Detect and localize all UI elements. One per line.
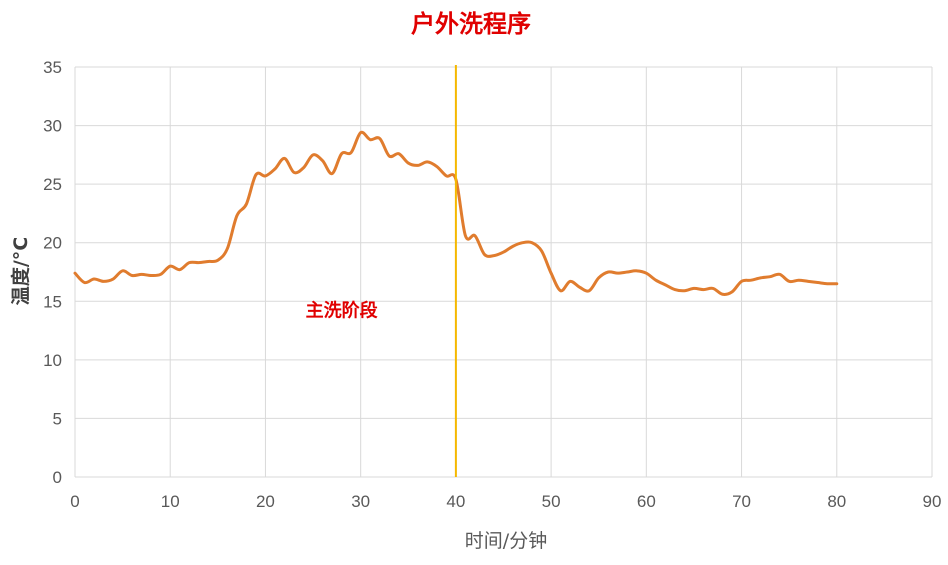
y-tick-label: 15 [43,292,62,311]
x-tick-label: 30 [351,492,370,511]
y-axis-ticks: 0 5 10 15 20 25 30 35 [43,58,62,487]
y-tick-label: 0 [53,468,62,487]
phase-annotation-label: 主洗阶段 [306,300,379,322]
y-tick-label: 30 [43,117,62,136]
y-axis-label: 温度/°C [9,237,32,305]
x-tick-label: 70 [732,492,751,511]
x-tick-label: 80 [827,492,846,511]
annotations: 主洗阶段 [306,65,457,477]
chart-title: 户外洗程序 [411,10,531,38]
x-tick-label: 90 [923,492,942,511]
x-axis-label: 时间/分钟 [465,530,547,552]
x-tick-label: 0 [70,492,79,511]
x-tick-label: 40 [446,492,465,511]
x-axis-ticks: 0 10 20 30 40 50 60 70 80 90 [70,492,941,511]
y-tick-label: 20 [43,234,62,253]
y-tick-label: 35 [43,58,62,77]
grid [74,66,933,478]
x-tick-label: 10 [161,492,180,511]
y-tick-label: 25 [43,175,62,194]
x-tick-label: 20 [256,492,275,511]
y-tick-label: 5 [53,409,62,428]
x-tick-label: 60 [637,492,656,511]
y-tick-label: 10 [43,351,62,370]
x-tick-label: 50 [542,492,561,511]
